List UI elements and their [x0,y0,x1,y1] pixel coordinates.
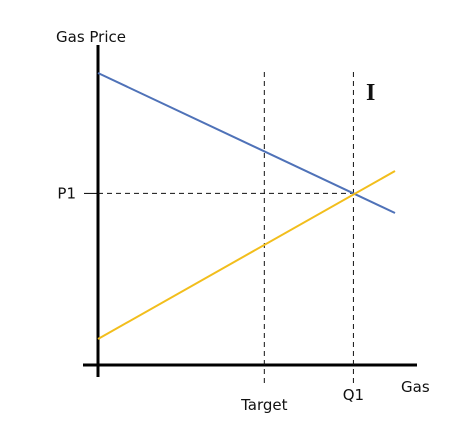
axis-lines [83,45,417,377]
region-label: I [366,80,375,106]
y-axis-title: Gas Price [56,28,126,46]
reference-lines: Target Q1 P1 [57,72,364,414]
tick-label-target: Target [240,396,288,414]
x-axis-title: Gas [401,378,430,396]
series-line-0 [97,72,396,214]
tick-label-q1: Q1 [343,386,364,404]
series-lines [97,72,396,340]
series-line-1 [97,170,396,340]
tick-label-p1: P1 [57,184,76,202]
